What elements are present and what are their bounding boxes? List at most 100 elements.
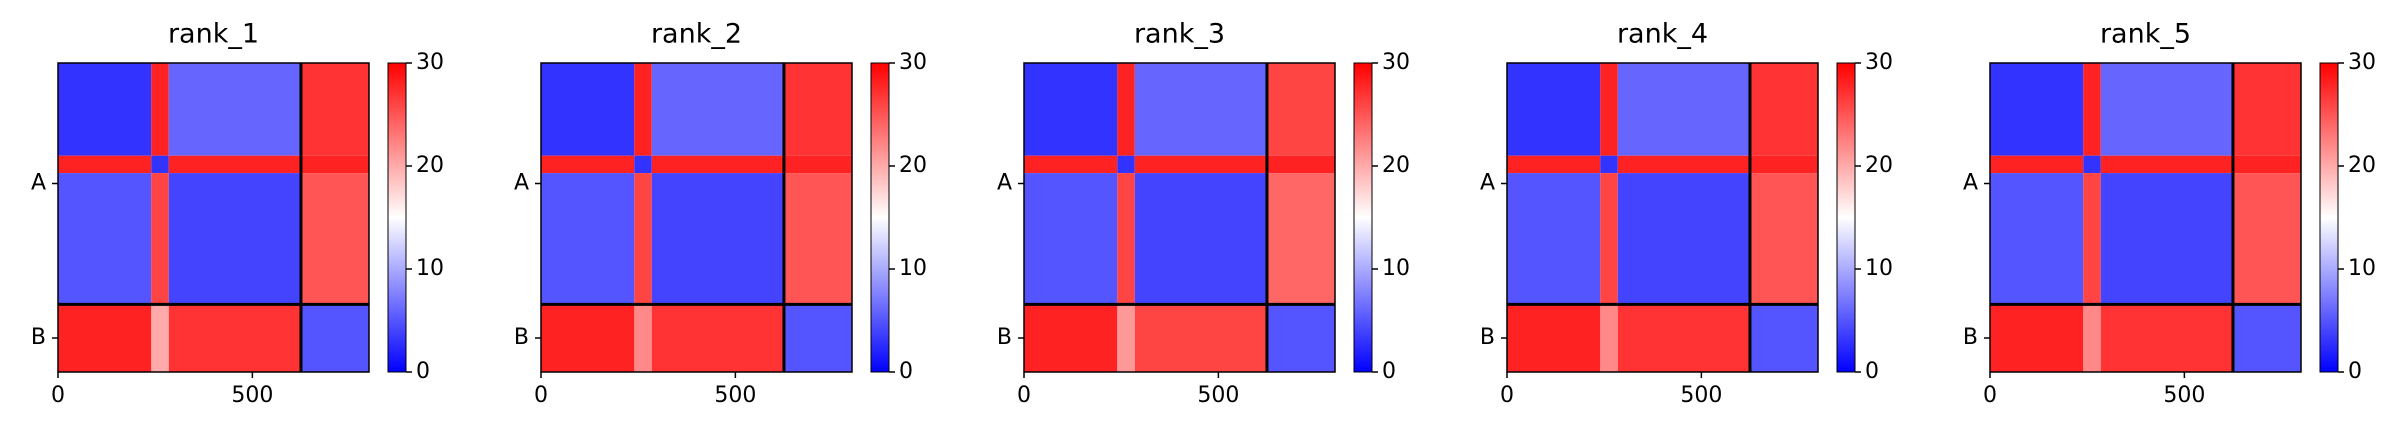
heatmap-cell <box>783 63 852 156</box>
heatmap-cell <box>2083 63 2101 156</box>
x-tick-label: 0 <box>1017 383 1031 408</box>
heatmap-cell <box>1617 304 1750 372</box>
heatmap-cell <box>1507 63 1601 156</box>
x-tick-label: 500 <box>714 383 756 408</box>
heatmap-cell <box>1600 173 1618 305</box>
heatmap-cell <box>1507 304 1601 372</box>
heatmap-cell <box>1024 173 1118 305</box>
colorbar-tick-label: 10 <box>1865 256 1893 281</box>
colorbar-tick-label: 30 <box>1382 50 1410 75</box>
heatmap-cell <box>1617 155 1750 174</box>
heatmap-cell <box>1749 173 1818 305</box>
colorbar-tick-label: 0 <box>1865 359 1879 384</box>
panel-title: rank_3 <box>1134 19 1225 50</box>
heatmap-cell <box>151 155 169 174</box>
heatmap-cell <box>634 173 652 305</box>
heatmap-cell <box>1600 155 1618 174</box>
heatmap-cell <box>651 63 784 156</box>
panel-title: rank_4 <box>1617 19 1708 50</box>
heatmap-cell <box>168 304 301 372</box>
heatmap-cell <box>1117 63 1135 156</box>
heatmap-cell <box>2232 173 2301 305</box>
heatmap-cell <box>541 304 635 372</box>
heatmap-cell <box>651 304 784 372</box>
heatmap-cell <box>1134 63 1267 156</box>
colorbar-tick-label: 30 <box>2348 50 2376 75</box>
heatmap-cell <box>1134 304 1267 372</box>
plot-frame <box>1506 62 1819 373</box>
heatmap-cell <box>168 173 301 305</box>
heatmap-cell <box>1266 304 1335 372</box>
heatmap-cell <box>634 304 652 372</box>
x-tick-label: 500 <box>2163 383 2205 408</box>
heatmap-cell <box>151 173 169 305</box>
colorbar <box>387 62 407 373</box>
heatmap-cell <box>1266 173 1335 305</box>
heatmap-cell <box>651 173 784 305</box>
heatmap-cell <box>1117 304 1135 372</box>
x-tick-label: 500 <box>1197 383 1239 408</box>
heatmap-cell <box>1749 155 1818 174</box>
y-tick-label: A <box>31 171 46 196</box>
heatmap-cell <box>58 304 152 372</box>
heatmap-cell <box>300 63 369 156</box>
colorbar-tick-label: 10 <box>1382 256 1410 281</box>
y-tick-label: A <box>1963 171 1978 196</box>
heatmap-cell <box>1024 304 1118 372</box>
heatmap-cell <box>58 63 152 156</box>
heatmap-cell <box>1266 155 1335 174</box>
heatmap-cell <box>1990 63 2084 156</box>
colorbar-tick-label: 10 <box>899 256 927 281</box>
colorbar-tick-label: 10 <box>416 256 444 281</box>
heatmap-cell <box>58 155 152 174</box>
heatmap-cell <box>1117 173 1135 305</box>
heatmap-cell <box>2100 304 2233 372</box>
heatmap-cell <box>300 304 369 372</box>
y-tick-label: A <box>1480 171 1495 196</box>
colorbar-tick-label: 30 <box>899 50 927 75</box>
colorbar <box>870 62 890 373</box>
heatmap-cell <box>783 155 852 174</box>
colorbar-tick-label: 20 <box>2348 153 2376 178</box>
heatmap-cell <box>300 173 369 305</box>
x-tick-label: 500 <box>231 383 273 408</box>
colorbar-tick-label: 20 <box>1382 153 1410 178</box>
heatmap-cell <box>2232 63 2301 156</box>
heatmap-cell <box>1749 304 1818 372</box>
heatmap-cell <box>2083 173 2101 305</box>
heatmap-cell <box>1749 63 1818 156</box>
colorbar-tick-label: 0 <box>899 359 913 384</box>
y-tick-label: B <box>1963 325 1978 350</box>
colorbar-tick-label: 20 <box>1865 153 1893 178</box>
heatmap-cell <box>58 173 152 305</box>
heatmap-cell <box>1134 173 1267 305</box>
y-tick-label: B <box>997 325 1012 350</box>
heatmap-cell <box>168 63 301 156</box>
plot-frame <box>540 62 853 373</box>
heatmap-cell <box>1990 155 2084 174</box>
colorbar-tick-label: 30 <box>416 50 444 75</box>
colorbar <box>1353 62 1373 373</box>
heatmap-cell <box>541 155 635 174</box>
colorbar-tick-label: 0 <box>416 359 430 384</box>
plot-frame <box>1989 62 2302 373</box>
heatmap-cell <box>1266 63 1335 156</box>
heatmap-cell <box>1600 63 1618 156</box>
heatmap-cell <box>1507 173 1601 305</box>
heatmap-cell <box>151 304 169 372</box>
colorbar-tick-label: 30 <box>1865 50 1893 75</box>
panel-title: rank_5 <box>2100 19 2191 50</box>
heatmap-cell <box>1990 173 2084 305</box>
heatmap-cell <box>1507 155 1601 174</box>
heatmap-cell <box>2083 304 2101 372</box>
plot-frame <box>1023 62 1336 373</box>
plot-frame <box>57 62 370 373</box>
heatmap-cell <box>2083 155 2101 174</box>
colorbar-tick-label: 20 <box>416 153 444 178</box>
y-tick-label: B <box>1480 325 1495 350</box>
y-tick-label: B <box>514 325 529 350</box>
x-tick-label: 500 <box>1680 383 1722 408</box>
heatmap-cell <box>634 63 652 156</box>
heatmap-cell <box>2100 63 2233 156</box>
